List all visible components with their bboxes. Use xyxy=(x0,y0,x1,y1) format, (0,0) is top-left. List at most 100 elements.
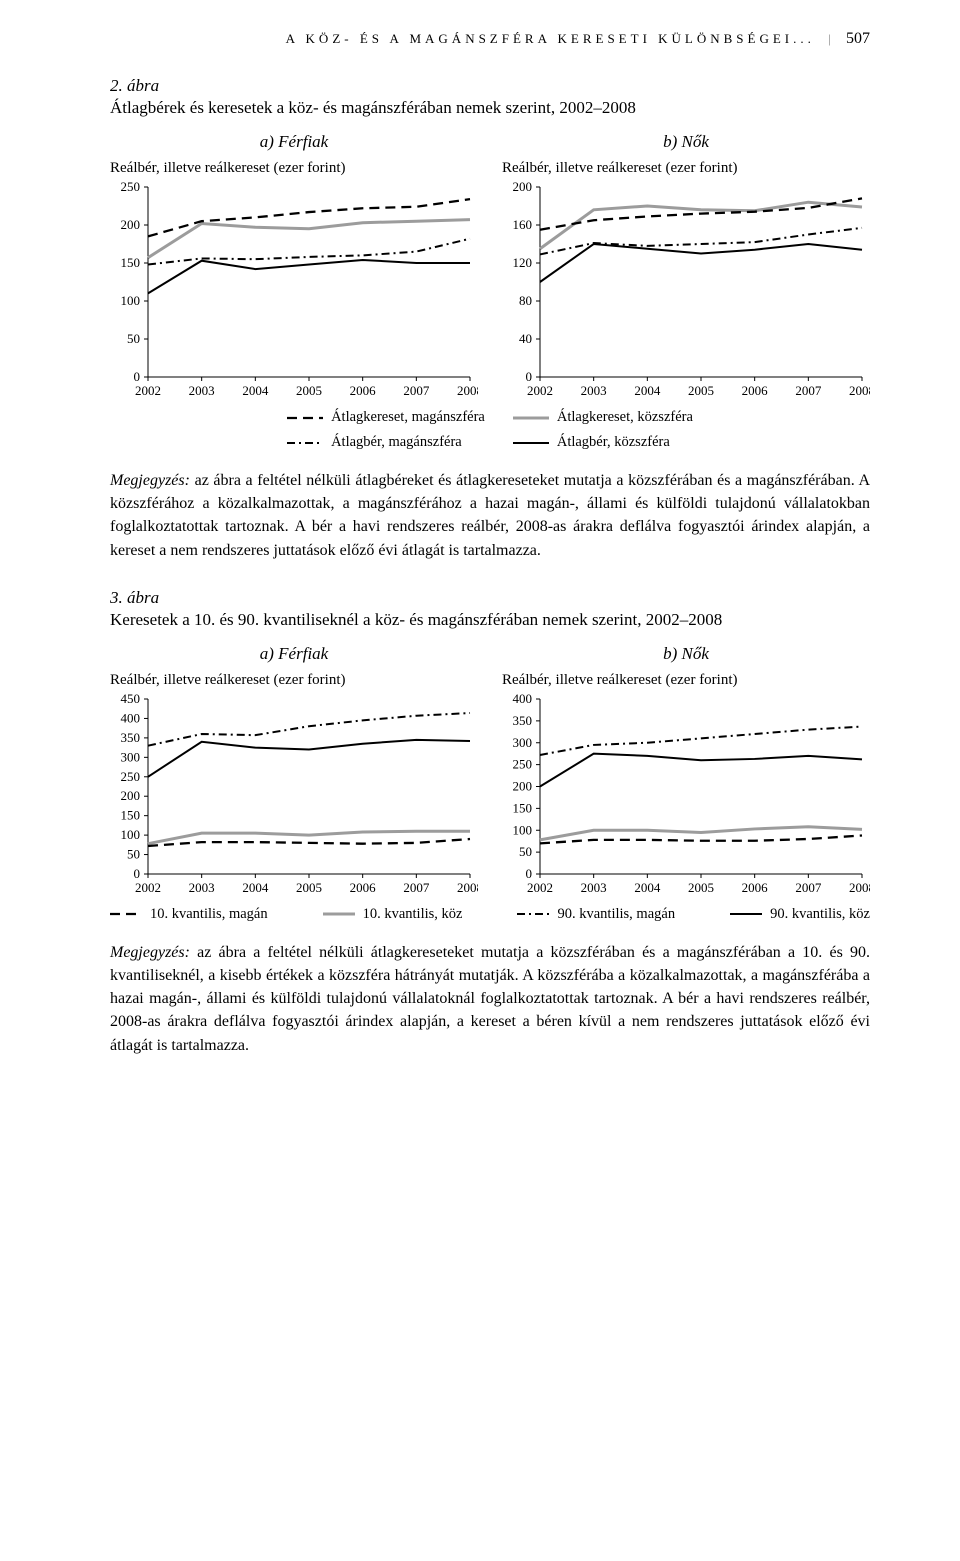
svg-text:40: 40 xyxy=(519,331,532,346)
svg-text:200: 200 xyxy=(513,778,533,793)
svg-text:50: 50 xyxy=(519,844,532,859)
svg-text:2006: 2006 xyxy=(742,880,769,895)
svg-text:250: 250 xyxy=(121,769,141,784)
svg-text:80: 80 xyxy=(519,293,532,308)
legend-label: Átlagkereset, közszféra xyxy=(557,409,693,426)
svg-text:2004: 2004 xyxy=(242,880,268,895)
svg-text:2008: 2008 xyxy=(849,383,870,398)
running-head: A KÖZ- ÉS A MAGÁNSZFÉRA KERESETI KÜLÖNBS… xyxy=(110,30,870,48)
legend-item: Átlagbér, magánszféra xyxy=(287,434,485,451)
svg-text:2004: 2004 xyxy=(634,880,661,895)
figure-3-note: Megjegyzés: az ábra a feltétel nélküli á… xyxy=(110,941,870,1057)
legend-label: Átlagbér, magánszféra xyxy=(331,434,462,451)
svg-text:0: 0 xyxy=(134,369,141,384)
svg-text:2004: 2004 xyxy=(242,383,268,398)
svg-text:2003: 2003 xyxy=(581,880,607,895)
legend-dash-icon xyxy=(287,413,323,423)
legend-item: 10. kvantilis, magán xyxy=(110,906,268,923)
figure-3-title: Keresetek a 10. és 90. kvantiliseknél a … xyxy=(110,610,870,630)
note-text: az ábra a feltétel nélküli átlagbéreket … xyxy=(110,472,870,559)
legend-gray-icon xyxy=(323,909,355,919)
svg-text:2002: 2002 xyxy=(527,383,553,398)
figure-3-chart-a: 0501001502002503003504004502002200320042… xyxy=(110,693,478,896)
legend-item: Átlagbér, közszféra xyxy=(513,434,693,451)
svg-text:400: 400 xyxy=(121,710,141,725)
panel-3a-title: a) Férfiak xyxy=(110,644,478,664)
legend-dashdot-icon xyxy=(287,438,323,448)
page: A KÖZ- ÉS A MAGÁNSZFÉRA KERESETI KÜLÖNBS… xyxy=(0,0,960,1097)
legend-item: 90. kvantilis, magán xyxy=(517,906,675,923)
svg-text:2008: 2008 xyxy=(849,880,870,895)
figure-2-panel-a: a) Férfiak Reálbér, illetve reálkereset … xyxy=(110,132,478,399)
svg-text:200: 200 xyxy=(121,788,141,803)
svg-text:2005: 2005 xyxy=(688,383,714,398)
figure-2-title: Átlagbérek és keresetek a köz- és magáns… xyxy=(110,98,870,118)
svg-text:160: 160 xyxy=(513,217,533,232)
legend-label: 10. kvantilis, magán xyxy=(150,906,268,923)
svg-text:0: 0 xyxy=(526,369,533,384)
svg-text:300: 300 xyxy=(513,735,533,750)
svg-text:2004: 2004 xyxy=(634,383,661,398)
legend-block-right: Átlagkereset, közszféra Átlagbér, közszf… xyxy=(513,409,693,451)
note-lead: Megjegyzés: xyxy=(110,944,190,961)
figure-2-panel-b: b) Nők Reálbér, illetve reálkereset (eze… xyxy=(502,132,870,399)
svg-text:250: 250 xyxy=(513,756,533,771)
svg-text:2003: 2003 xyxy=(581,383,607,398)
figure-3: 3. ábra Keresetek a 10. és 90. kvantilis… xyxy=(110,588,870,923)
svg-text:0: 0 xyxy=(134,866,141,881)
legend-gray-icon xyxy=(513,413,549,423)
running-head-sep: | xyxy=(828,31,831,46)
legend-dashdot-icon xyxy=(517,909,549,919)
note-text: az ábra a feltétel nélküli átlagkeresete… xyxy=(110,944,870,1054)
svg-text:450: 450 xyxy=(121,693,141,706)
svg-text:2006: 2006 xyxy=(742,383,769,398)
svg-text:2008: 2008 xyxy=(457,383,478,398)
svg-text:2007: 2007 xyxy=(403,383,430,398)
svg-text:2007: 2007 xyxy=(795,383,822,398)
figure-3-panel-a: a) Férfiak Reálbér, illetve reálkereset … xyxy=(110,644,478,896)
legend-block-left: Átlagkereset, magánszféra Átlagbér, magá… xyxy=(287,409,485,451)
panel-b-title: b) Nők xyxy=(502,132,870,152)
legend-item: 90. kvantilis, köz xyxy=(730,906,870,923)
panel-3b-subtitle: Reálbér, illetve reálkereset (ezer forin… xyxy=(502,672,870,689)
svg-text:300: 300 xyxy=(121,749,141,764)
legend-label: 90. kvantilis, magán xyxy=(557,906,675,923)
svg-text:2005: 2005 xyxy=(296,383,322,398)
svg-text:350: 350 xyxy=(121,730,141,745)
legend-item: Átlagkereset, magánszféra xyxy=(287,409,485,426)
svg-text:350: 350 xyxy=(513,713,533,728)
svg-text:2003: 2003 xyxy=(189,880,215,895)
figure-2-chart-b: 0408012016020020022003200420052006200720… xyxy=(502,181,870,399)
svg-text:2005: 2005 xyxy=(688,880,714,895)
svg-text:2006: 2006 xyxy=(350,383,377,398)
running-head-text: A KÖZ- ÉS A MAGÁNSZFÉRA KERESETI KÜLÖNBS… xyxy=(286,31,815,46)
legend-dash-icon xyxy=(110,909,142,919)
legend-label: Átlagbér, közszféra xyxy=(557,434,670,451)
figure-2-note: Megjegyzés: az ábra a feltétel nélküli á… xyxy=(110,469,870,562)
svg-text:50: 50 xyxy=(127,331,140,346)
svg-text:150: 150 xyxy=(513,800,533,815)
note-lead: Megjegyzés: xyxy=(110,472,190,489)
svg-text:2003: 2003 xyxy=(189,383,215,398)
svg-text:2002: 2002 xyxy=(527,880,553,895)
svg-text:100: 100 xyxy=(121,827,141,842)
legend-item: 10. kvantilis, köz xyxy=(323,906,463,923)
svg-text:2007: 2007 xyxy=(403,880,430,895)
svg-text:2005: 2005 xyxy=(296,880,322,895)
svg-text:100: 100 xyxy=(513,822,533,837)
figure-2-legend: Átlagkereset, magánszféra Átlagbér, magá… xyxy=(110,409,870,451)
panel-3a-subtitle: Reálbér, illetve reálkereset (ezer forin… xyxy=(110,672,478,689)
svg-text:200: 200 xyxy=(513,181,533,194)
svg-text:150: 150 xyxy=(121,255,141,270)
figure-2-label: 2. ábra xyxy=(110,76,870,96)
panel-3b-title: b) Nők xyxy=(502,644,870,664)
legend-label: 10. kvantilis, köz xyxy=(363,906,463,923)
legend-label: 90. kvantilis, köz xyxy=(770,906,870,923)
legend-solid-icon xyxy=(730,909,762,919)
figure-3-panels: a) Férfiak Reálbér, illetve reálkereset … xyxy=(110,644,870,896)
figure-2: 2. ábra Átlagbérek és keresetek a köz- é… xyxy=(110,76,870,451)
svg-text:2006: 2006 xyxy=(350,880,377,895)
svg-text:400: 400 xyxy=(513,693,533,706)
svg-text:250: 250 xyxy=(121,181,141,194)
figure-3-legend: 10. kvantilis, magán 10. kvantilis, köz … xyxy=(110,906,870,923)
